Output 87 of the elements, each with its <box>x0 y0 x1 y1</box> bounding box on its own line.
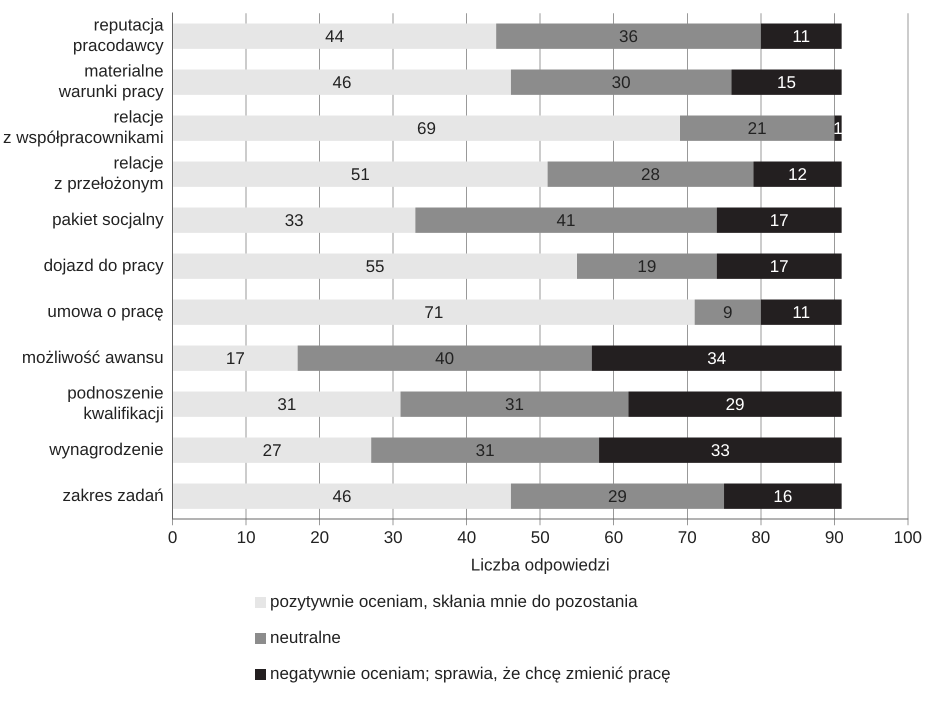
bar <box>173 438 372 463</box>
bar <box>592 346 842 371</box>
data-label: 31 <box>476 440 495 460</box>
bar <box>173 300 695 325</box>
bar <box>173 162 548 187</box>
data-label: 34 <box>707 348 726 368</box>
y-tick-label: zakres zadań <box>62 486 164 505</box>
y-tick-label: dojazd do pracy <box>44 256 164 275</box>
bar <box>173 392 401 417</box>
bar <box>724 484 842 509</box>
bar <box>716 254 842 279</box>
bar <box>731 70 842 95</box>
data-label: 28 <box>641 164 660 184</box>
data-label: 11 <box>792 26 810 46</box>
x-tick-label: 20 <box>310 528 330 548</box>
bar <box>400 392 628 417</box>
bar <box>173 70 511 95</box>
data-label: 17 <box>770 256 789 276</box>
data-label: 46 <box>332 72 352 92</box>
data-label: 69 <box>417 118 436 138</box>
data-label: 31 <box>277 394 296 414</box>
data-label: 41 <box>556 210 576 230</box>
bar <box>694 300 761 325</box>
bar <box>760 300 842 325</box>
bar <box>576 254 717 279</box>
data-label: 17 <box>226 348 245 368</box>
data-label: 29 <box>726 394 745 414</box>
bar <box>680 116 834 141</box>
x-tick-label: 100 <box>894 528 922 548</box>
data-label: 12 <box>788 164 807 184</box>
data-label: 36 <box>618 26 638 46</box>
data-label: 46 <box>332 486 352 506</box>
bar <box>760 24 842 49</box>
x-tick-label: 10 <box>236 528 256 548</box>
x-tick-label: 80 <box>751 528 770 548</box>
y-tick-label: podnoszenie kwalifikacji <box>67 384 164 424</box>
data-label: 31 <box>505 394 524 414</box>
data-label: 11 <box>792 302 810 322</box>
bar <box>173 208 416 233</box>
x-tick-label: 70 <box>678 528 697 548</box>
bar <box>753 162 842 187</box>
bar <box>510 70 732 95</box>
bar <box>173 254 577 279</box>
data-label: 19 <box>637 256 656 276</box>
y-tick-label: możliwość awansu <box>22 348 164 367</box>
data-label: 17 <box>770 210 789 230</box>
legend-label: negatywnie oceniam; sprawia, że chcę zmienić pracę <box>270 664 671 684</box>
x-axis-title: Liczba odpowiedzi <box>470 555 610 574</box>
bar <box>173 116 680 141</box>
data-label: 16 <box>773 486 792 506</box>
bar <box>548 162 754 187</box>
bar <box>415 208 717 233</box>
bar <box>628 392 842 417</box>
x-tick-label: 0 <box>168 528 178 548</box>
data-label: 55 <box>366 256 385 276</box>
x-tick-label: 60 <box>604 528 624 548</box>
x-tick-label: 90 <box>824 528 844 548</box>
data-label: 21 <box>748 118 767 138</box>
data-label: 51 <box>350 164 370 184</box>
bar <box>173 484 511 509</box>
data-label: 33 <box>284 210 304 230</box>
x-tick-label: 40 <box>457 528 476 548</box>
bar <box>371 438 600 463</box>
bar <box>716 208 842 233</box>
y-tick-label: pakiet socjalny <box>52 210 164 229</box>
bar <box>173 24 496 49</box>
bar <box>496 24 761 49</box>
data-label: 33 <box>710 440 730 460</box>
bar <box>298 346 592 371</box>
data-label: 15 <box>777 72 796 92</box>
data-label: 71 <box>424 302 444 322</box>
x-tick-label: 50 <box>530 528 550 548</box>
data-label: 40 <box>435 348 454 368</box>
bar <box>173 346 298 371</box>
x-tick-label: 30 <box>384 528 403 548</box>
data-label: 9 <box>722 302 732 322</box>
bar <box>599 438 842 463</box>
data-label: 27 <box>262 440 282 460</box>
data-label: 29 <box>608 486 627 506</box>
legend-label: neutralne <box>270 628 341 648</box>
bar <box>510 484 724 509</box>
legend-label: pozytywnie oceniam, skłania mnie do pozostania <box>270 592 638 612</box>
y-tick-label: umowa o pracę <box>47 302 164 321</box>
y-tick-label: relacje z przełożonym <box>54 154 164 194</box>
y-tick-label: wynagrodzenie <box>48 440 164 459</box>
data-label: 44 <box>325 26 344 46</box>
data-label: 30 <box>612 72 631 92</box>
